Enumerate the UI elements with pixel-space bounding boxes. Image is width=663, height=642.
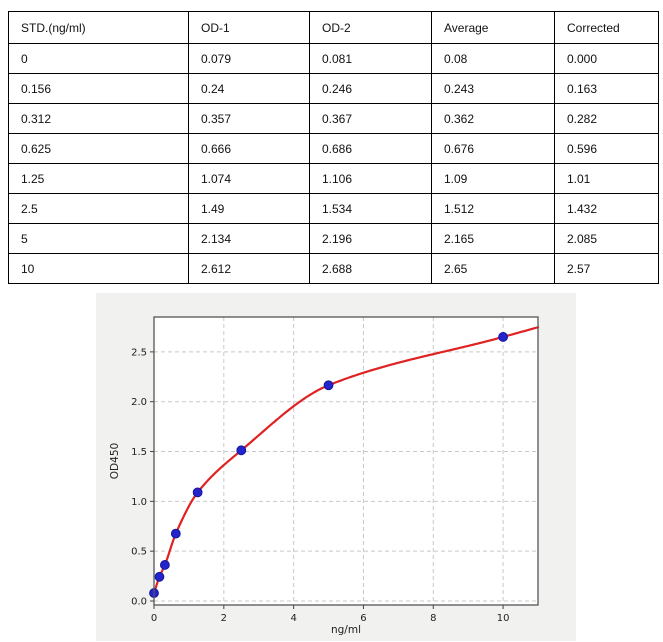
table-row: 0 0.079 0.081 0.08 0.000 xyxy=(8,43,659,74)
table-cell: 2.65 xyxy=(431,253,555,284)
table-cell: 0.246 xyxy=(309,73,432,104)
svg-text:1.0: 1.0 xyxy=(131,497,147,508)
x-axis-label: ng/ml xyxy=(331,624,361,636)
column-header: OD-1 xyxy=(188,11,310,44)
table-cell: 0.243 xyxy=(431,73,555,104)
svg-text:0.0: 0.0 xyxy=(131,597,147,608)
data-point xyxy=(498,332,508,342)
table-body: 0 0.079 0.081 0.08 0.000 0.156 0.24 0.246 0.243 0… xyxy=(8,43,659,284)
table-row: 0.312 0.357 0.367 0.362 0.282 xyxy=(8,103,659,134)
table-row: 10 2.612 2.688 2.65 2.57 xyxy=(8,253,659,284)
table-cell: 1.106 xyxy=(309,163,432,194)
svg-text:0: 0 xyxy=(151,613,157,624)
table-cell: 2.688 xyxy=(309,253,432,284)
table-cell: 0.282 xyxy=(554,103,659,134)
table-cell: 1.074 xyxy=(188,163,310,194)
column-header: STD.(ng/ml) xyxy=(8,11,189,44)
svg-text:2.0: 2.0 xyxy=(131,397,147,408)
table-cell: 10 xyxy=(8,253,189,284)
table-row: 5 2.134 2.196 2.165 2.085 xyxy=(8,223,659,254)
column-header: Average xyxy=(431,11,555,44)
svg-text:2: 2 xyxy=(221,613,227,624)
data-point xyxy=(170,528,181,539)
table-header: STD.(ng/ml) OD-1 OD-2 Average Corrected xyxy=(8,11,659,44)
svg-text:2.5: 2.5 xyxy=(131,347,147,358)
table-cell: 2.134 xyxy=(188,223,310,254)
table-cell: 5 xyxy=(8,223,189,254)
tick-labels: 0 2 4 6 8 10 0.0 0.5 1.0 1.5 2.0 2.5 xyxy=(131,347,509,624)
table-cell: 0.357 xyxy=(188,103,310,134)
column-header: OD-2 xyxy=(309,11,432,44)
svg-text:10: 10 xyxy=(497,613,510,624)
table-cell: 0 xyxy=(8,43,189,74)
table-cell: 1.432 xyxy=(554,193,659,224)
table-row: 0.625 0.666 0.686 0.676 0.596 xyxy=(8,133,659,164)
table-cell: 0.686 xyxy=(309,133,432,164)
data-point xyxy=(159,560,170,570)
table-header-row: STD.(ng/ml) OD-1 OD-2 Average Corrected xyxy=(8,11,659,44)
table-cell: 2.085 xyxy=(554,223,659,254)
axis-ticks xyxy=(150,351,504,609)
table-cell: 1.49 xyxy=(188,193,310,224)
table-cell: 0.079 xyxy=(188,43,310,74)
table-cell: 1.512 xyxy=(431,193,555,224)
table-cell: 2.196 xyxy=(309,223,432,254)
table-cell: 0.367 xyxy=(309,103,432,134)
table-row: 2.5 1.49 1.534 1.512 1.432 xyxy=(8,193,659,224)
table-cell: 1.01 xyxy=(554,163,659,194)
column-header: Corrected xyxy=(554,11,659,44)
fit-curve xyxy=(152,326,540,595)
standards-table: STD.(ng/ml) OD-1 OD-2 Average Corrected 0 0.0… xyxy=(8,11,659,284)
table-cell: 0.24 xyxy=(188,73,310,104)
table-cell: 1.09 xyxy=(431,163,555,194)
table-cell: 2.165 xyxy=(431,223,555,254)
table-cell: 2.5 xyxy=(8,193,189,224)
table-cell: 0.156 xyxy=(8,73,189,104)
data-point xyxy=(192,487,203,498)
table-cell: 0.08 xyxy=(431,43,555,74)
svg-text:0.5: 0.5 xyxy=(131,547,147,558)
table-cell: 0.163 xyxy=(554,73,659,104)
table-cell: 0.666 xyxy=(188,133,310,164)
table-cell: 0.312 xyxy=(8,103,189,134)
svg-text:4: 4 xyxy=(290,613,296,624)
standard-curve-figure: 0 2 4 6 8 10 0.0 0.5 1.0 1.5 2.0 2.5 ng/ml OD450 xyxy=(96,293,576,641)
table-row: 1.25 1.074 1.106 1.09 1.01 xyxy=(8,163,659,194)
table-cell: 0.625 xyxy=(8,133,189,164)
table-cell: 0.081 xyxy=(309,43,432,74)
table-cell: 2.57 xyxy=(554,253,659,284)
gridlines xyxy=(154,317,538,605)
table-cell: 0.596 xyxy=(554,133,659,164)
table-row: 0.156 0.24 0.246 0.243 0.163 xyxy=(8,73,659,104)
svg-text:6: 6 xyxy=(360,613,366,624)
svg-text:8: 8 xyxy=(430,613,436,624)
data-point xyxy=(323,380,334,391)
data-point xyxy=(236,445,247,456)
plot-area xyxy=(154,317,538,605)
y-axis-label: OD450 xyxy=(109,443,121,479)
table-cell: 0.362 xyxy=(431,103,555,134)
plot-frame xyxy=(153,316,539,606)
standard-curve-chart: 0 2 4 6 8 10 0.0 0.5 1.0 1.5 2.0 2.5 ng/ml OD450 xyxy=(109,316,540,636)
svg-text:1.5: 1.5 xyxy=(131,447,147,458)
table-cell: 2.612 xyxy=(188,253,310,284)
table-cell: 0.000 xyxy=(554,43,659,74)
table-cell: 1.534 xyxy=(309,193,432,224)
table-cell: 1.25 xyxy=(8,163,189,194)
data-point xyxy=(154,571,165,582)
table-cell: 0.676 xyxy=(431,133,555,164)
